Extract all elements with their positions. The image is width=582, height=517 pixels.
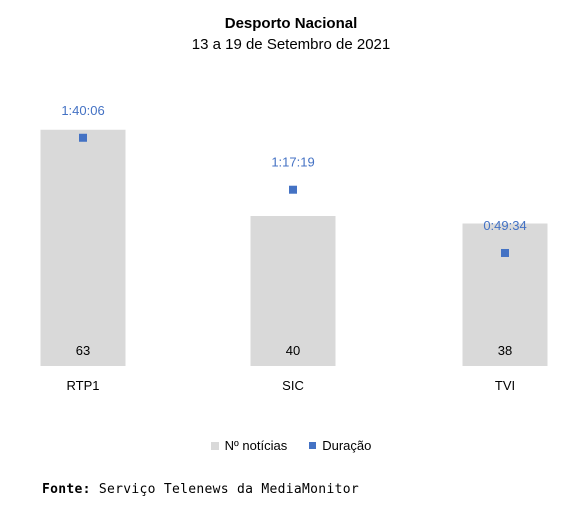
legend-item-duration: Duração (309, 438, 371, 453)
bar-sic (250, 216, 336, 366)
x-tick-label: RTP1 (67, 378, 100, 393)
duration-label: 0:49:34 (483, 218, 526, 233)
chart-plot: 63 1:40:06 RTP1 40 1:17:19 SIC 38 0:49:34 TVI (40, 103, 548, 393)
source-text: Serviço Telenews da MediaMonitor (90, 482, 359, 497)
bar-value-label: 40 (286, 343, 300, 358)
duration-label: 1:17:19 (271, 155, 314, 170)
duration-marker-sic (289, 185, 297, 194)
x-tick-label: TVI (495, 378, 515, 393)
x-tick-label: SIC (282, 378, 304, 393)
chart-title: Desporto Nacional (224, 15, 358, 32)
legend: Nº notícias Duração (0, 438, 582, 453)
duration-label: 1:40:06 (61, 103, 104, 118)
chart-subtitle: 13 a 19 de Setembro de 2021 (191, 36, 391, 53)
bar-rtp1 (40, 129, 126, 366)
source-footer: Fonte: Serviço Telenews da MediaMonitor (42, 482, 359, 497)
legend-label-duration: Duração (322, 438, 372, 453)
legend-swatch-duration (309, 442, 317, 449)
legend-label-news: Nº notícias (224, 438, 288, 453)
bar-value-label: 38 (498, 343, 512, 358)
bar-tvi (462, 223, 548, 366)
source-label: Fonte: (42, 482, 91, 497)
duration-marker-tvi (501, 248, 509, 257)
legend-item-news: Nº notícias (210, 438, 288, 453)
duration-marker-rtp1 (79, 133, 87, 142)
legend-swatch-news (210, 441, 219, 450)
bar-value-label: 63 (76, 343, 90, 358)
